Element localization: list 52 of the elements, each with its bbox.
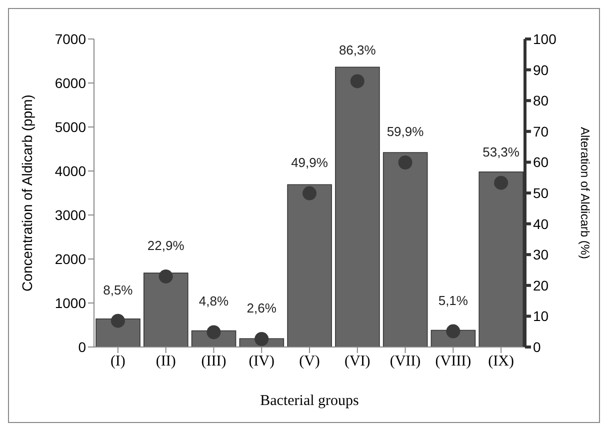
data-label: 59,9% bbox=[386, 124, 424, 139]
y2-tick-label: 20 bbox=[533, 277, 549, 294]
bar bbox=[335, 66, 380, 347]
y2-tick-label: 30 bbox=[533, 246, 549, 263]
x-tick-label: (IX) bbox=[488, 354, 514, 370]
y2-tick-label: 0 bbox=[533, 338, 541, 355]
y2-tick-label: 40 bbox=[533, 216, 549, 232]
point bbox=[158, 269, 173, 284]
x-tick-label: (VII) bbox=[390, 354, 421, 370]
y-axis-title: Concentration of Aldicarb (ppm) bbox=[18, 94, 35, 292]
bar bbox=[143, 272, 188, 347]
y2-tick-label: 10 bbox=[533, 308, 549, 324]
data-label: 8,5% bbox=[103, 282, 134, 298]
data-label: 49,9% bbox=[291, 154, 328, 170]
point bbox=[398, 156, 412, 170]
bar bbox=[96, 318, 140, 347]
point bbox=[302, 186, 316, 200]
x-tick-label: (II) bbox=[156, 354, 176, 370]
y2-tick-label: 80 bbox=[533, 92, 549, 109]
y-tick-label: 7000 bbox=[54, 30, 86, 47]
x-tick-label: (I) bbox=[110, 354, 126, 370]
x-tick-label: (V) bbox=[299, 354, 320, 370]
y-tick-label: 2000 bbox=[54, 250, 86, 267]
y2-tick-label: 90 bbox=[533, 62, 549, 78]
y-tick-label: 5000 bbox=[54, 118, 86, 135]
y2-tick-label: 50 bbox=[533, 184, 549, 201]
y-tick-label: 3000 bbox=[54, 206, 86, 223]
data-label: 53,3% bbox=[482, 144, 520, 160]
data-label: 2,6% bbox=[246, 300, 277, 316]
bar bbox=[287, 184, 332, 347]
point bbox=[254, 332, 269, 346]
y2-tick-label: 70 bbox=[533, 123, 549, 140]
data-label: 22,9% bbox=[147, 238, 185, 253]
point bbox=[494, 176, 508, 190]
x-axis-title: Bacterial groups bbox=[260, 393, 360, 409]
y-tick-label: 4000 bbox=[54, 162, 86, 179]
x-tick-label: (IV) bbox=[248, 354, 275, 370]
data-label: 4,8% bbox=[198, 294, 229, 309]
y-tick-label: 0 bbox=[78, 338, 86, 355]
point bbox=[110, 314, 125, 328]
x-tick-label: (VIII) bbox=[435, 354, 472, 370]
x-tick-label: (III) bbox=[201, 354, 226, 370]
y-tick-label: 6000 bbox=[54, 74, 86, 91]
x-tick-label: (VI) bbox=[344, 354, 370, 370]
data-label: 5,1% bbox=[438, 292, 468, 308]
y-tick-label: 1000 bbox=[54, 294, 86, 311]
y2-axis-title: Alteration of Aldicarb (%) bbox=[578, 126, 592, 260]
y2-tick-label: 60 bbox=[533, 154, 549, 170]
y2-tick-label: 100 bbox=[533, 30, 557, 47]
bar bbox=[382, 152, 428, 347]
point bbox=[350, 74, 364, 88]
data-label: 86,3% bbox=[338, 42, 376, 58]
